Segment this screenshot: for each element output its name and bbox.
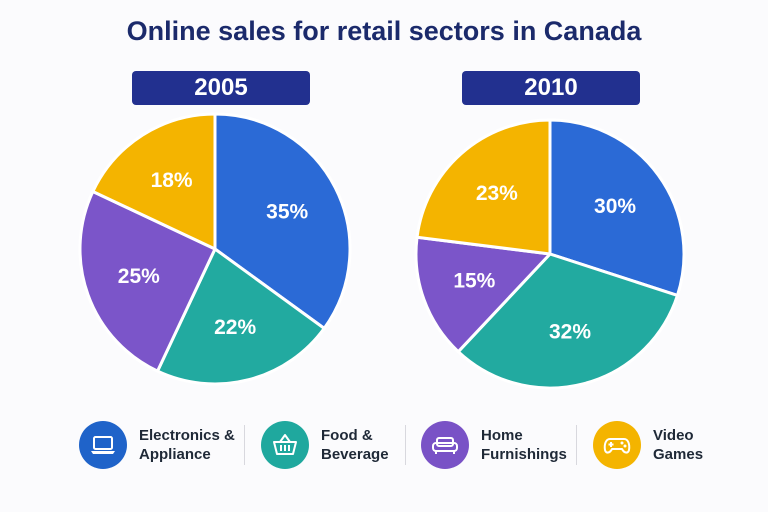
legend-divider xyxy=(576,425,577,465)
slice-2005-games xyxy=(91,112,217,251)
legend-item-electronics: Electronics & Appliance xyxy=(79,413,235,477)
slice-label-2005-electronics: 35% xyxy=(266,201,308,224)
slice-label-2010-home: 15% xyxy=(453,270,495,293)
sofa-icon xyxy=(421,421,469,469)
legend-item-food: Food & Beverage xyxy=(261,413,389,477)
legend-label-food: Food & Beverage xyxy=(321,427,389,463)
pie-2010: 30% 32% 15% 23% xyxy=(414,118,686,390)
legend-label-games: Video Games xyxy=(653,427,704,463)
legend: Electronics & Appliance Food & Beverage … xyxy=(0,413,768,477)
legend-item-games: Video Games xyxy=(593,413,703,477)
legend-divider xyxy=(405,425,406,465)
legend-label-home: Home Furnishings xyxy=(481,427,567,463)
slice-label-2010-food: 32% xyxy=(549,320,591,343)
slice-2010-games xyxy=(415,118,552,256)
legend-item-home: Home Furnishings xyxy=(421,413,567,477)
slice-label-2010-games: 23% xyxy=(476,182,518,205)
gamepad-icon xyxy=(593,421,641,469)
slice-label-2005-games: 18% xyxy=(151,169,193,192)
slice-label-2005-home: 25% xyxy=(118,265,160,288)
slice-2010-electronics xyxy=(548,118,686,297)
slice-2005-electronics xyxy=(213,112,352,330)
basket-icon xyxy=(261,421,309,469)
legend-divider xyxy=(244,425,245,465)
slice-label-2005-food: 22% xyxy=(214,316,256,339)
pie-2005: 35% 22% 25% 18% xyxy=(78,112,352,386)
slice-2010-home xyxy=(414,235,552,354)
slice-label-2010-electronics: 30% xyxy=(594,195,636,218)
year-label-2010: 2010 xyxy=(462,71,640,105)
year-label-2005: 2005 xyxy=(132,71,310,105)
chart-title: Online sales for retail sectors in Canad… xyxy=(126,16,642,46)
laptop-icon xyxy=(79,421,127,469)
legend-label-electronics: Electronics & Appliance xyxy=(139,427,235,463)
slice-2010-food xyxy=(456,252,679,390)
slice-2005-home xyxy=(78,190,217,373)
